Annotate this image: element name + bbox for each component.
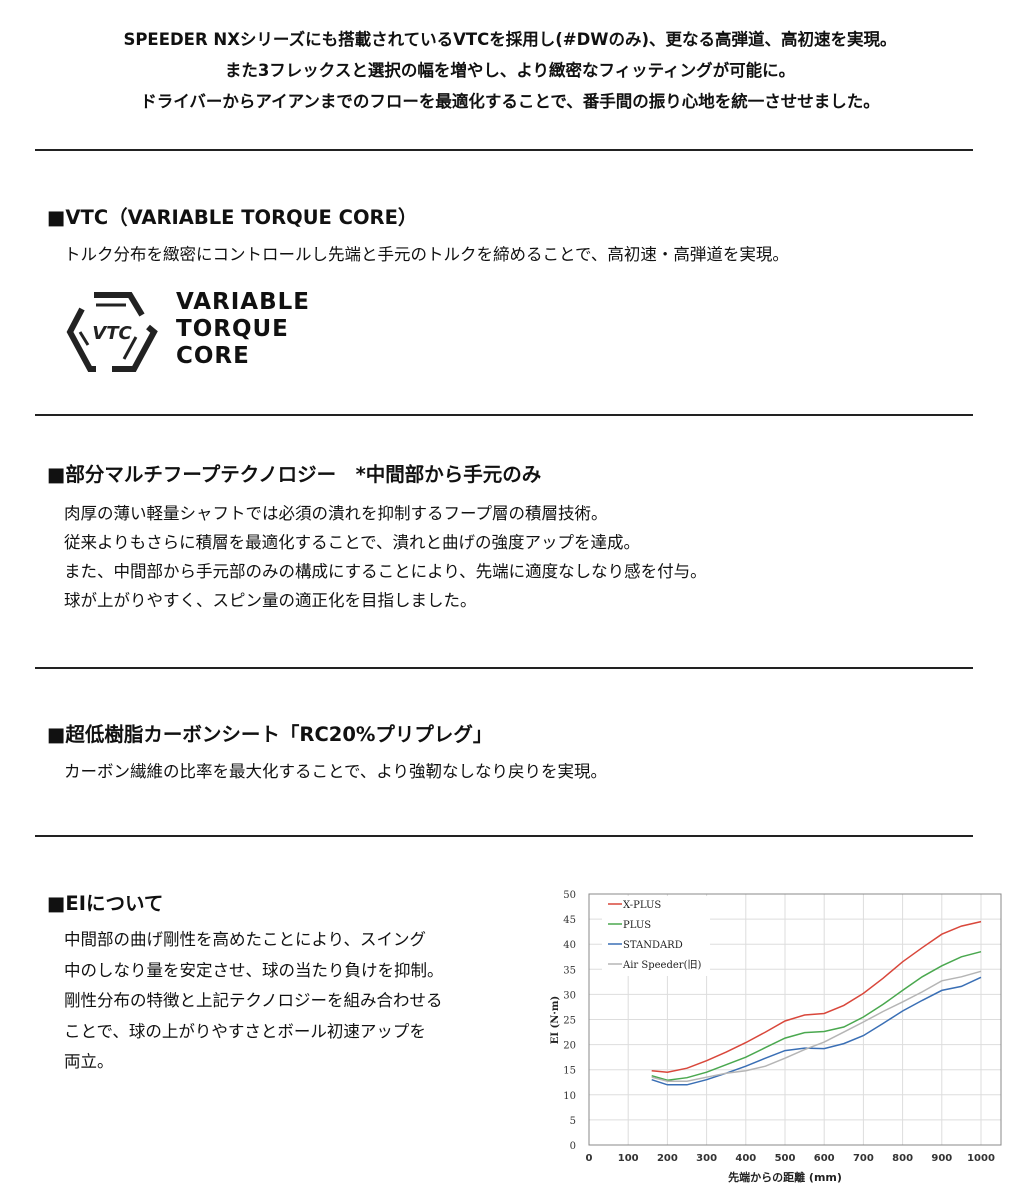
section-body: 肉厚の薄い軽量シャフトでは必須の潰れを抑制するフープ層の積層技術。 従来よりもさら… [64,504,707,610]
vtc-logo-text: VARIABLE TORQUE CORE [176,289,311,369]
y-tick-label: 30 [563,990,576,1001]
divider [35,835,973,837]
y-tick-label: 50 [563,890,576,901]
x-tick-label: 400 [735,1153,756,1164]
section-title-multihoop: ■部分マルチフープテクノロジー *中間部から手元のみ [47,463,542,486]
y-tick-label: 0 [570,1141,576,1152]
x-tick-label: 900 [931,1153,952,1164]
series-line-plus [651,950,982,1081]
legend-background [602,896,710,976]
legend-label: Air Speeder(旧) [622,959,701,971]
x-tick-label: 1000 [967,1153,995,1164]
y-tick-label: 40 [563,940,576,951]
section-title-rc20: ■超低樹脂カーボンシート「RC20%プリプレグ」 [47,723,493,746]
x-tick-label: 200 [657,1153,678,1164]
x-tick-label: 700 [853,1153,874,1164]
y-tick-label: 45 [563,915,576,926]
x-tick-label: 300 [696,1153,717,1164]
y-tick-label: 35 [563,965,576,976]
y-tick-label: 20 [563,1041,576,1052]
svg-text:VTC: VTC [92,323,132,344]
intro-line: ドライバーからアイアンまでのフローを最適化することで、番手間の振り心地を統一させ… [140,92,880,111]
x-tick-label: 800 [892,1153,913,1164]
section-body: トルク分布を緻密にコントロールし先端と手元のトルクを締めることで、高初速・高弾道… [64,245,789,264]
x-tick-label: 500 [775,1153,796,1164]
ei-chart: 0 100 200 300 400 500 600 700 800 900 1000 0 5 10 15 20… [550,890,1002,1184]
legend-label: STANDARD [623,940,683,951]
legend-label: PLUS [623,920,651,931]
vtc-hexagon-icon: VTC [66,292,158,372]
x-tick-label: 600 [814,1153,835,1164]
x-axis-label: 先端からの距離 (mm) [728,1170,842,1184]
y-axis-label: EI (N·m) [550,996,561,1044]
section-title-vtc: ■VTC（VARIABLE TORQUE CORE） [47,206,418,229]
legend-label: X-PLUS [623,900,661,911]
x-tick-label: 0 [586,1153,593,1164]
y-tick-label: 15 [563,1066,576,1077]
series-line-standard [651,976,982,1086]
y-tick-label: 25 [563,1016,576,1027]
y-tick-label: 10 [563,1091,576,1102]
divider [35,149,973,151]
vtc-logo: VTC VARIABLE TORQUE CORE [66,289,316,375]
divider [35,414,973,416]
divider [35,667,973,669]
intro-line: SPEEDER NXシリーズにも搭載されているVTCを採用し(#DWのみ)、更な… [123,30,897,49]
section-body: カーボン繊維の比率を最大化することで、より強靭なしなり戻りを実現。 [64,762,608,781]
intro-line: また3フレックスと選択の幅を増やし、より緻密なフィッティングが可能に。 [224,61,796,80]
plot-frame [588,893,1002,1146]
section-body: 中間部の曲げ剛性を高めたことにより、スイング 中のしなり量を安定させ、球の当たり負… [64,930,444,1071]
section-title-ei: ■EIについて [47,892,164,915]
series-line-air-speeder- [651,970,982,1082]
y-tick-label: 5 [570,1116,576,1127]
x-tick-label: 100 [618,1153,639,1164]
series-line-x-plus [651,920,982,1073]
